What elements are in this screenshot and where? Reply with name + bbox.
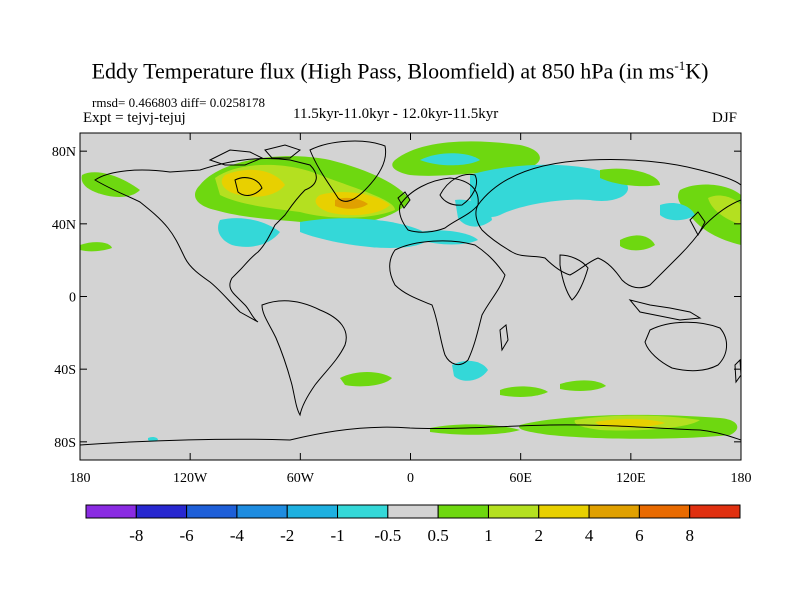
anomaly-east-us-cyan bbox=[218, 218, 280, 247]
colorbar-swatch bbox=[387, 504, 439, 519]
season-label: DJF bbox=[712, 110, 738, 126]
lon-tick-label: 120E bbox=[616, 471, 646, 486]
anomaly-scandinavia-cyan bbox=[455, 199, 492, 227]
colorbar-swatch bbox=[85, 504, 137, 519]
lon-tick-label: 180 bbox=[70, 471, 91, 486]
coast-greenland bbox=[309, 140, 387, 202]
lon-tick-label: 60W bbox=[287, 471, 315, 486]
colorbar-label: -8 bbox=[129, 526, 143, 545]
page-title: Eddy Temperature flux (High Pass, Bloomf… bbox=[91, 58, 709, 84]
coast-north-america bbox=[94, 158, 317, 323]
colorbar-swatch bbox=[135, 504, 188, 519]
coast-asia bbox=[475, 158, 741, 289]
colorbar-swatch bbox=[286, 504, 339, 519]
colorbar-label: -2 bbox=[280, 526, 294, 545]
colorbar-swatch bbox=[588, 504, 640, 519]
coast-indonesia bbox=[628, 299, 702, 321]
colorbar-label: 1 bbox=[484, 526, 493, 545]
coast-africa bbox=[389, 240, 506, 366]
lat-tick-label: 0 bbox=[69, 291, 76, 306]
anomaly-pacific-green bbox=[80, 242, 112, 252]
colorbar: -8 -6 -4 -2 -1 -0.5 0.5 1 2 4 6 8 bbox=[85, 504, 741, 545]
coast-uk bbox=[397, 191, 411, 209]
lon-tick-label: 0 bbox=[407, 471, 414, 486]
coast-new-zealand bbox=[734, 358, 741, 384]
lon-tick-label: 180 bbox=[731, 471, 752, 486]
anomaly-south-indian-green bbox=[500, 386, 548, 397]
coast-japan bbox=[689, 211, 706, 237]
axis-ticks: 80N 40N 0 40S 80S 180 120W 60W 0 60E 120E 180 bbox=[52, 133, 752, 486]
experiment-label: Expt = tejvj-tejuj bbox=[83, 110, 186, 126]
stats-text: rmsd= 0.466803 diff= 0.0258178 bbox=[92, 95, 265, 110]
coast-hudson-bay bbox=[234, 177, 263, 196]
anomaly-alaska bbox=[81, 172, 140, 197]
anomaly-svalbard bbox=[420, 153, 480, 166]
anomaly-tibet-green bbox=[620, 235, 655, 251]
colorbar-label: -1 bbox=[330, 526, 344, 545]
colorbar-swatch bbox=[236, 504, 288, 519]
lat-tick-label: 40N bbox=[52, 218, 76, 233]
colorbar-swatch bbox=[538, 504, 590, 519]
colorbar-label: -0.5 bbox=[374, 526, 401, 545]
colorbar-swatch bbox=[337, 504, 389, 519]
colorbar-swatch bbox=[638, 504, 691, 519]
colorbar-label: 0.5 bbox=[428, 526, 449, 545]
lat-tick-label: 40S bbox=[54, 363, 76, 378]
period-label: 11.5kyr-11.0kyr - 12.0kyr-11.5kyr bbox=[293, 106, 499, 122]
colorbar-label: -4 bbox=[230, 526, 245, 545]
coast-australia bbox=[644, 321, 727, 372]
anomaly-japan-cyan bbox=[660, 203, 695, 221]
anomaly-nw-pacific-yellow bbox=[708, 195, 741, 225]
coast-antarctica bbox=[80, 424, 741, 446]
coast-arctic-islands bbox=[208, 144, 302, 166]
colorbar-swatch bbox=[689, 504, 741, 519]
anomaly-fields bbox=[80, 141, 741, 442]
anomaly-southern-ocean-orange bbox=[595, 419, 665, 428]
lat-tick-label: 80S bbox=[54, 436, 76, 451]
lat-tick-label: 80N bbox=[52, 145, 76, 160]
coast-scandinavia bbox=[439, 173, 477, 206]
anomaly-south-indian-green-2 bbox=[560, 380, 606, 391]
lon-tick-label: 60E bbox=[509, 471, 532, 486]
anomaly-midatlantic-cyan bbox=[300, 218, 429, 248]
coast-india bbox=[559, 254, 589, 301]
lon-tick-label: 120W bbox=[173, 471, 208, 486]
colorbar-label: 6 bbox=[635, 526, 644, 545]
coastlines bbox=[80, 140, 741, 446]
colorbar-label: 2 bbox=[535, 526, 544, 545]
colorbar-label: 8 bbox=[685, 526, 694, 545]
anomaly-south-indian-cyan bbox=[452, 360, 488, 381]
anomaly-south-atlantic-green bbox=[340, 372, 392, 387]
coast-madagascar bbox=[499, 324, 509, 352]
coast-europe bbox=[399, 177, 479, 233]
colorbar-swatch bbox=[487, 504, 540, 519]
colorbar-swatch bbox=[437, 504, 489, 519]
anomaly-siberia-green bbox=[600, 168, 660, 187]
colorbar-swatch bbox=[186, 504, 238, 519]
colorbar-label: 4 bbox=[585, 526, 594, 545]
coast-south-america bbox=[261, 300, 347, 417]
colorbar-label: -6 bbox=[180, 526, 194, 545]
map-background bbox=[80, 133, 741, 460]
